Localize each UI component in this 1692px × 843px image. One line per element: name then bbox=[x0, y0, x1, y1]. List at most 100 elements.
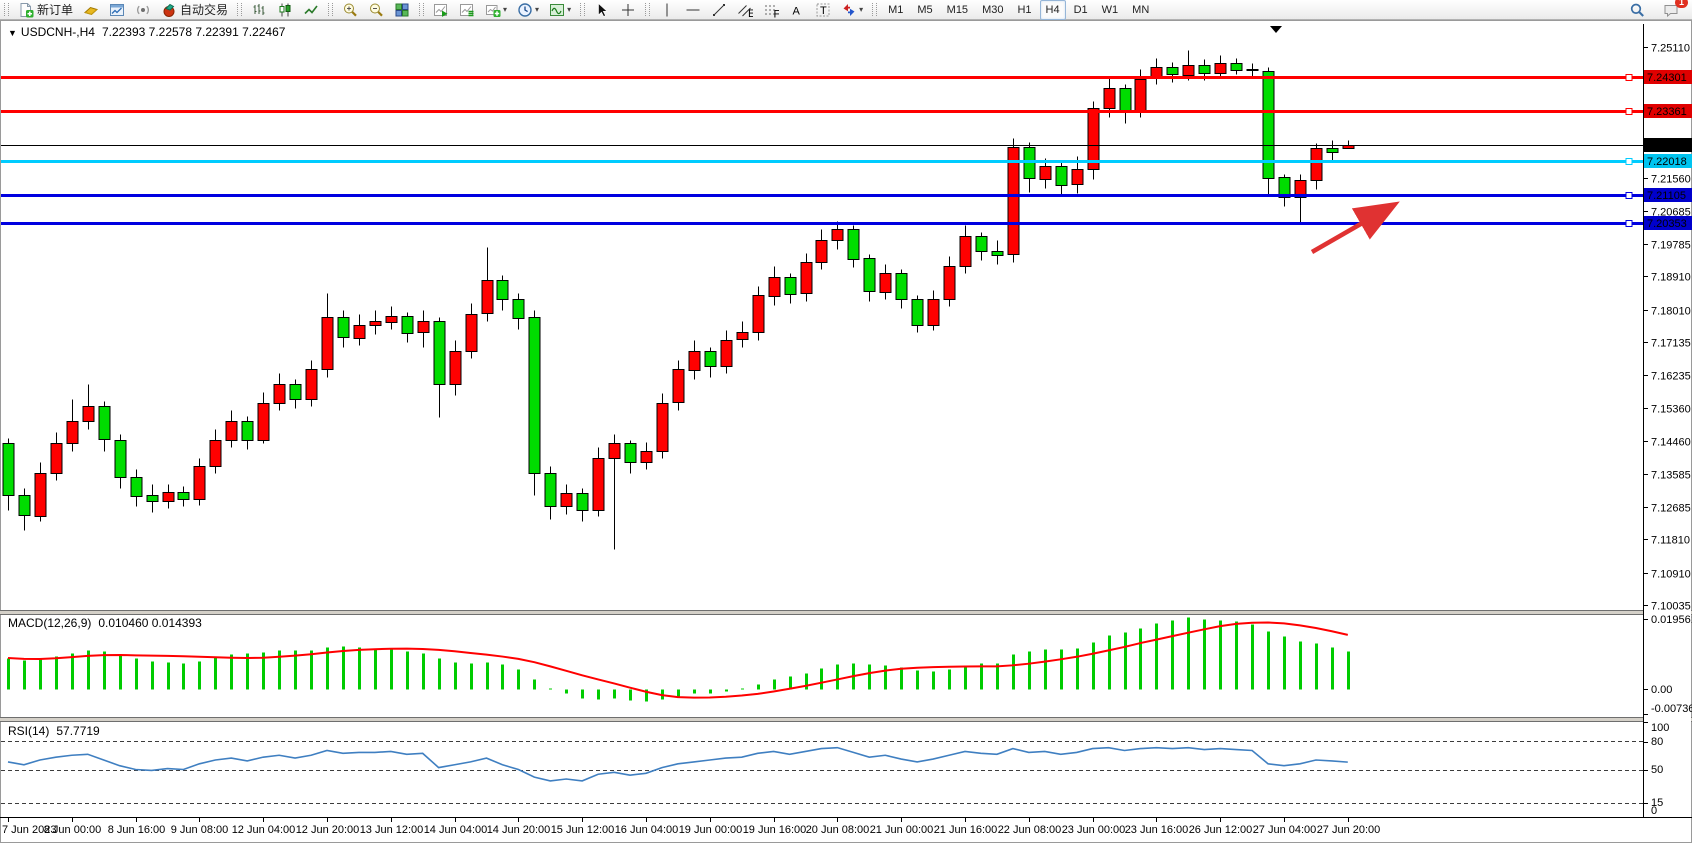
time-axis-label[interactable]: 19 Jun 16:00 bbox=[743, 824, 807, 836]
indicators-button[interactable]: ▾ bbox=[481, 0, 511, 20]
dropdown-caret-icon[interactable]: ▾ bbox=[535, 5, 540, 14]
candle-up bbox=[879, 273, 892, 293]
candle-up bbox=[672, 369, 685, 403]
text-tool[interactable]: A bbox=[785, 0, 809, 20]
line-anchor[interactable] bbox=[1625, 108, 1633, 115]
notifications-button[interactable]: 1 bbox=[1659, 0, 1688, 20]
time-axis-label[interactable]: 22 Jun 08:00 bbox=[998, 824, 1062, 836]
vertical-line-tool[interactable] bbox=[655, 0, 679, 20]
time-axis-label[interactable]: 23 Jun 00:00 bbox=[1062, 824, 1126, 836]
candle-down bbox=[991, 251, 1004, 256]
arrows-tool[interactable]: ▾ bbox=[837, 0, 867, 20]
candle-up bbox=[369, 321, 382, 326]
hline-icon bbox=[685, 2, 701, 18]
tf-m15[interactable]: M15 bbox=[941, 0, 974, 20]
toolbar-drag-handle[interactable] bbox=[328, 3, 334, 16]
line-chart-button[interactable] bbox=[299, 0, 323, 20]
candle-down bbox=[496, 280, 509, 300]
line-anchor[interactable] bbox=[1625, 220, 1633, 227]
time-axis-label[interactable]: 21 Jun 00:00 bbox=[870, 824, 934, 836]
time-axis-label[interactable]: 16 Jun 04:00 bbox=[615, 824, 679, 836]
time-axis-label[interactable]: 14 Jun 20:00 bbox=[487, 824, 551, 836]
data-window-button[interactable] bbox=[455, 0, 479, 20]
bar-chart-button[interactable] bbox=[247, 0, 271, 20]
zoom-in-button[interactable] bbox=[338, 0, 362, 20]
time-axis-label[interactable]: 12 Jun 20:00 bbox=[296, 824, 360, 836]
layout-profile-button[interactable] bbox=[79, 0, 103, 20]
auto-trading-button[interactable]: 自动交易 bbox=[157, 0, 232, 20]
tf-mn[interactable]: MN bbox=[1126, 0, 1155, 20]
chart-window: 7.25110 7.21560 7.20685 7.19785 7.18910 7.180… bbox=[0, 20, 1692, 843]
horizontal-line-tool[interactable] bbox=[681, 0, 705, 20]
chart-collapse-toggle[interactable]: ▼ bbox=[8, 28, 17, 38]
cursor-tool[interactable] bbox=[590, 0, 614, 20]
time-axis-label[interactable]: 8 Jun 16:00 bbox=[108, 824, 166, 836]
time-axis-label[interactable]: 14 Jun 04:00 bbox=[424, 824, 488, 836]
toolbar-drag-handle[interactable] bbox=[872, 3, 878, 16]
open-chart-button[interactable] bbox=[105, 0, 129, 20]
time-axis-label[interactable]: 20 Jun 08:00 bbox=[806, 824, 870, 836]
templates-button[interactable]: ▾ bbox=[545, 0, 575, 20]
search-button[interactable] bbox=[1625, 0, 1649, 20]
equidistant-channel-tool[interactable]: E bbox=[733, 0, 757, 20]
rsi-axis-label: 0 bbox=[1651, 805, 1657, 817]
dropdown-caret-icon[interactable]: ▾ bbox=[567, 5, 572, 14]
tf-m5[interactable]: M5 bbox=[911, 0, 938, 20]
tf-m1[interactable]: M1 bbox=[882, 0, 909, 20]
dropdown-caret-icon[interactable]: ▾ bbox=[503, 5, 508, 14]
price-badge bbox=[1644, 188, 1692, 202]
tf-h4[interactable]: H4 bbox=[1039, 0, 1066, 20]
candle-down bbox=[130, 477, 143, 497]
time-axis-label[interactable]: 7 Jun 2023 bbox=[2, 824, 56, 836]
time-axis-label[interactable]: 15 Jun 12:00 bbox=[551, 824, 615, 836]
zoom-out-button[interactable] bbox=[364, 0, 388, 20]
vline-icon bbox=[659, 2, 675, 18]
text-label-tool[interactable]: T bbox=[811, 0, 835, 20]
time-axis-label[interactable]: 8 Jun 00:00 bbox=[44, 824, 102, 836]
line-anchor[interactable] bbox=[1625, 192, 1633, 199]
candle-down bbox=[146, 495, 159, 502]
time-axis-label[interactable]: 21 Jun 16:00 bbox=[934, 824, 998, 836]
time-axis-label[interactable]: 27 Jun 20:00 bbox=[1317, 824, 1381, 836]
crosshair-tool[interactable] bbox=[616, 0, 640, 20]
timeframe-label: H1 bbox=[1017, 3, 1032, 16]
fibonacci-tool[interactable]: F bbox=[759, 0, 783, 20]
tf-w1[interactable]: W1 bbox=[1096, 0, 1125, 20]
time-axis-label[interactable]: 26 Jun 12:00 bbox=[1189, 824, 1253, 836]
toolbar-drag-handle[interactable] bbox=[645, 3, 651, 16]
price-chart-canvas[interactable]: 7.25110 7.21560 7.20685 7.19785 7.18910 7.180… bbox=[0, 20, 1692, 843]
tf-h1[interactable]: H1 bbox=[1011, 0, 1037, 20]
panel-splitter[interactable] bbox=[0, 717, 1692, 722]
trendline-tool[interactable] bbox=[707, 0, 731, 20]
panel-splitter[interactable] bbox=[0, 610, 1692, 615]
candle-down bbox=[863, 258, 876, 292]
dropdown-caret-icon[interactable]: ▾ bbox=[859, 5, 864, 14]
toolbar-drag-handle[interactable] bbox=[419, 3, 425, 16]
candle-up bbox=[736, 332, 749, 340]
annotation-arrow[interactable] bbox=[1310, 201, 1400, 254]
candlestick-chart-button[interactable] bbox=[273, 0, 297, 20]
tile-windows-button[interactable] bbox=[390, 0, 414, 20]
chart-shift-marker-icon[interactable] bbox=[1270, 26, 1282, 33]
time-axis-label[interactable]: 13 Jun 12:00 bbox=[360, 824, 424, 836]
time-axis-label[interactable]: 19 Jun 00:00 bbox=[679, 824, 743, 836]
price-badge bbox=[1644, 70, 1692, 84]
time-axis-label[interactable]: 9 Jun 08:00 bbox=[171, 824, 229, 836]
tf-d1[interactable]: D1 bbox=[1068, 0, 1094, 20]
time-axis-label[interactable]: 23 Jun 16:00 bbox=[1125, 824, 1189, 836]
toolbar-drag-handle[interactable] bbox=[4, 3, 9, 16]
toolbar-drag-handle[interactable] bbox=[237, 3, 243, 16]
time-axis-label[interactable]: 12 Jun 04:00 bbox=[232, 824, 296, 836]
line-anchor[interactable] bbox=[1625, 74, 1633, 81]
time-axis-label[interactable]: 27 Jun 04:00 bbox=[1253, 824, 1317, 836]
toolbar-drag-handle[interactable] bbox=[580, 3, 586, 16]
chart-window-icon bbox=[109, 2, 125, 18]
strategy-tester-button[interactable] bbox=[429, 0, 453, 20]
signals-button[interactable] bbox=[131, 0, 155, 20]
tf-m30[interactable]: M30 bbox=[976, 0, 1009, 20]
periods-button[interactable]: ▾ bbox=[513, 0, 543, 20]
candle-up bbox=[321, 317, 334, 370]
price-axis-background[interactable] bbox=[1644, 21, 1691, 817]
line-anchor[interactable] bbox=[1625, 158, 1633, 165]
new-order-button[interactable]: 新订单 bbox=[14, 0, 77, 20]
